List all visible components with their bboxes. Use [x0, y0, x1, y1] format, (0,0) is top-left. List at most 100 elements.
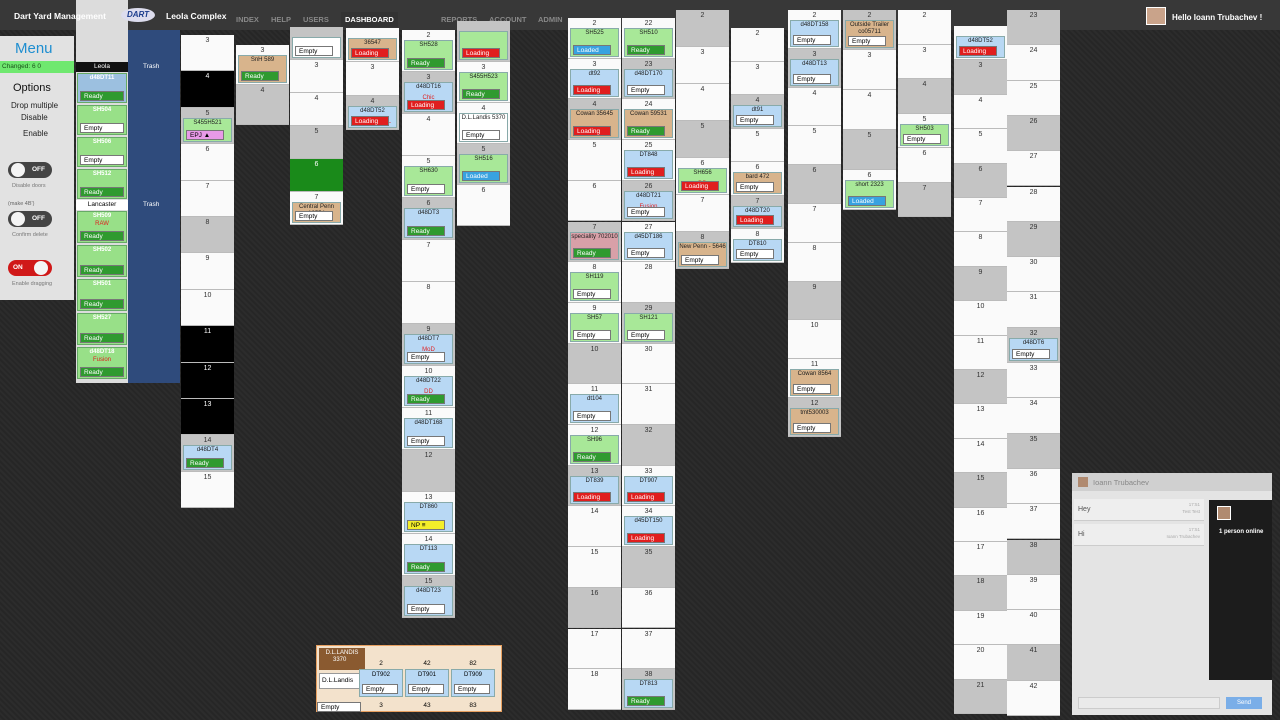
dock-slot[interactable]: 4: [181, 71, 234, 108]
dock-slot[interactable]: 16: [954, 507, 1007, 542]
dock-slot[interactable]: 11: [954, 335, 1007, 370]
status-select[interactable]: Empty: [295, 46, 333, 56]
dock-slot[interactable]: 14 DT113 Ready: [402, 534, 455, 576]
status-select[interactable]: Ready: [407, 562, 445, 572]
disable-button[interactable]: Disable: [21, 113, 48, 122]
dock-slot[interactable]: 9 d48DT7 MoD Empty: [402, 324, 455, 366]
status-select[interactable]: Empty: [80, 155, 124, 165]
dock-slot[interactable]: 34: [1007, 398, 1060, 434]
dock-slot[interactable]: 9: [788, 281, 841, 321]
dock-slot[interactable]: 29: [1007, 221, 1060, 258]
dock-slot[interactable]: 6: [898, 148, 951, 183]
status-select[interactable]: Loaded: [573, 44, 611, 55]
status-select[interactable]: Loaded: [848, 196, 886, 206]
dock-slot[interactable]: Empty: [290, 27, 343, 60]
dock-slot[interactable]: 41: [1007, 645, 1060, 681]
dock-slot[interactable]: 6: [181, 144, 234, 181]
dock-slot[interactable]: 40: [1007, 610, 1060, 646]
dock-slot[interactable]: 6: [290, 159, 343, 192]
dock-slot[interactable]: 8: [402, 282, 455, 324]
dock-slot[interactable]: 3 d48DT16 Chic Loading: [402, 72, 455, 114]
dock-slot[interactable]: 5: [568, 140, 621, 181]
dock-slot[interactable]: 29 SH121 Empty: [622, 302, 675, 344]
status-select[interactable]: Ready: [80, 91, 124, 101]
dock-slot[interactable]: 3: [843, 50, 896, 90]
dock-slot[interactable]: 8: [954, 232, 1007, 267]
toggle[interactable]: OFF: [8, 162, 52, 178]
dock-slot[interactable]: 24 Cowan 59531 Ready: [622, 99, 675, 141]
dock-slot[interactable]: 9 SH57 Empty: [568, 302, 621, 344]
trash-label[interactable]: Trash: [143, 63, 160, 70]
status-select[interactable]: Empty: [793, 34, 831, 45]
dock-slot[interactable]: 35: [622, 547, 675, 588]
status-select[interactable]: EPJ ▲: [186, 130, 224, 141]
status-select[interactable]: Loading: [573, 492, 611, 503]
status-select[interactable]: Empty: [573, 329, 611, 340]
dock-slot[interactable]: 3: [346, 62, 399, 96]
dock-slot[interactable]: 31: [622, 384, 675, 425]
dock-slot[interactable]: 19: [954, 610, 1007, 646]
status-select[interactable]: Ready: [573, 248, 611, 259]
dock-slot[interactable]: 39: [1007, 574, 1060, 611]
dock-slot[interactable]: 13: [181, 399, 234, 436]
status-select[interactable]: Ready: [80, 231, 124, 241]
dock-slot[interactable]: 3: [181, 35, 234, 72]
dock-slot[interactable]: 3 S455H523 Ready: [457, 62, 510, 103]
dock-slot[interactable]: 31: [1007, 292, 1060, 328]
dock-slot[interactable]: 13: [954, 404, 1007, 439]
dock-slot[interactable]: 5 S455H521 EPJ ▲: [181, 107, 234, 145]
dock-slot[interactable]: 30: [1007, 257, 1060, 293]
dock-slot[interactable]: 7: [181, 180, 234, 217]
send-button[interactable]: Send: [1226, 697, 1262, 709]
dock-slot[interactable]: 3: [290, 60, 343, 93]
dock-slot[interactable]: 3: [676, 47, 729, 84]
nav-item[interactable]: HELP: [271, 15, 292, 24]
status-select[interactable]: Ready: [80, 187, 124, 197]
dock-slot[interactable]: 6SH656DDLoading: [676, 158, 729, 195]
dock-slot[interactable]: 6 bard 472 Empty: [731, 162, 784, 196]
dock-slot[interactable]: 5: [731, 128, 784, 162]
status-select[interactable]: Empty: [454, 684, 490, 694]
status-select[interactable]: Empty: [736, 114, 774, 125]
dock-slot[interactable]: 15 d48DT23 Empty: [402, 576, 455, 618]
status-select[interactable]: Empty: [462, 130, 500, 140]
dock-slot[interactable]: 36: [622, 587, 675, 629]
dock-slot[interactable]: 6: [457, 185, 510, 226]
dock-slot[interactable]: 33 DT907 Loading: [622, 465, 675, 507]
toggle[interactable]: OFF: [8, 211, 52, 227]
dock-slot[interactable]: 15: [181, 471, 234, 509]
dock-slot[interactable]: 2 SH528 Ready: [402, 30, 455, 72]
dock-slot[interactable]: 6: [954, 163, 1007, 198]
dock-slot[interactable]: 3: [954, 60, 1007, 95]
dock-slot[interactable]: 42: [1007, 680, 1060, 716]
dock-slot[interactable]: 38 DT813 Ready: [622, 669, 675, 710]
dock-slot[interactable]: 3: [731, 61, 784, 95]
drop-button[interactable]: Drop multiple: [11, 101, 59, 110]
status-select[interactable]: Empty: [903, 134, 941, 144]
status-select[interactable]: Ready: [627, 695, 665, 706]
dock-slot[interactable]: 12 SH96 Ready: [568, 425, 621, 466]
status-select[interactable]: Empty: [407, 184, 445, 194]
dock-slot[interactable]: 14: [954, 438, 1007, 474]
dock-slot[interactable]: 5 SH503 Empty: [898, 113, 951, 148]
status-select[interactable]: Ready: [627, 44, 665, 55]
dock-slot[interactable]: 2 d48DT158 Empty: [788, 10, 841, 49]
dock-slot[interactable]: 7: [788, 204, 841, 243]
dock-slot[interactable]: 3 dt92 Loading: [568, 58, 621, 100]
status-select[interactable]: Loading: [627, 533, 665, 544]
status-select[interactable]: Ready: [80, 333, 124, 343]
dock-slot[interactable]: 23 d48DT170 Empty: [622, 58, 675, 100]
status-select[interactable]: Empty: [408, 684, 444, 694]
dock-slot[interactable]: 30: [622, 343, 675, 385]
nav-item[interactable]: ACCOUNT: [489, 15, 527, 24]
dock-slot[interactable]: 6: [568, 180, 621, 222]
dock-slot[interactable]: 9: [954, 266, 1007, 302]
status-select[interactable]: Loading: [627, 166, 665, 177]
dock-slot[interactable]: 4: [843, 90, 896, 130]
dock-slot[interactable]: 32 d48DT6 Empty: [1007, 327, 1060, 363]
dock-slot[interactable]: 2: [898, 10, 951, 45]
status-select[interactable]: NP ≡: [407, 520, 445, 530]
dock-slot[interactable]: 3 SnH 589 Ready: [236, 45, 289, 85]
dock-slot[interactable]: 13 DT860 NP ≡: [402, 492, 455, 534]
